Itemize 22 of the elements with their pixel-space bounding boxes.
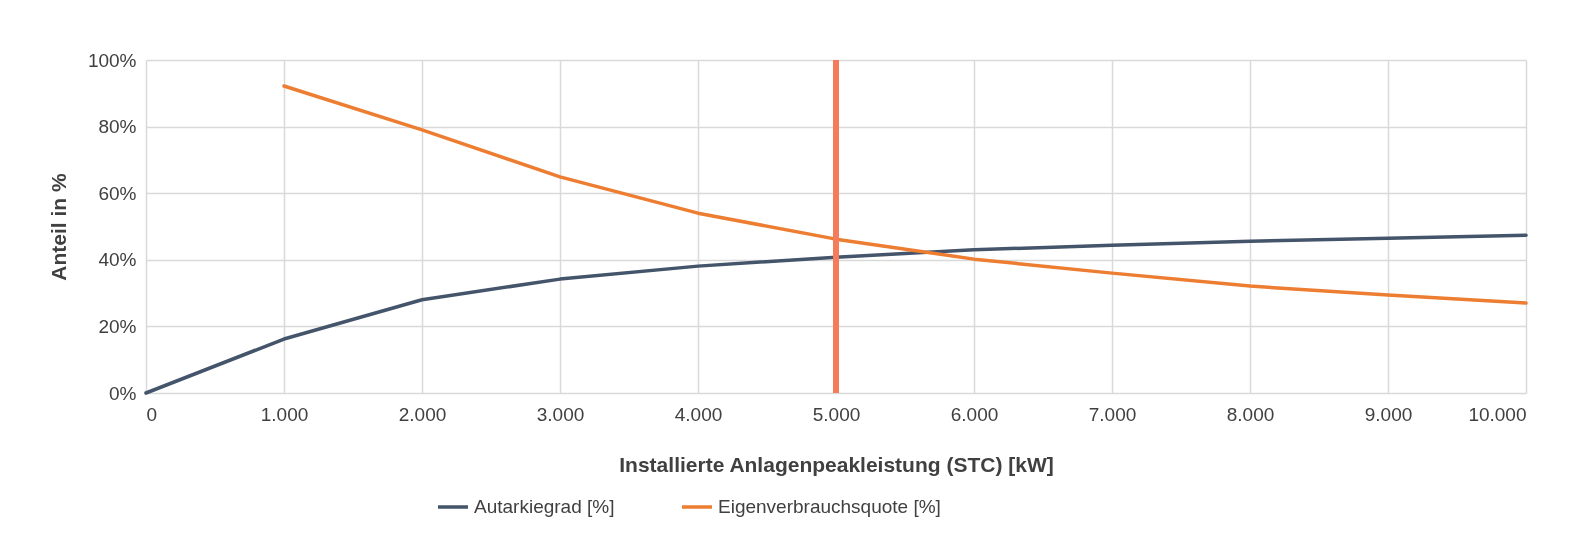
legend-label: Autarkiegrad [%] [474,496,615,517]
x-tick-label: 5.000 [812,403,861,425]
x-tick-label: 1.000 [260,403,309,425]
y-tick-label: 0% [109,382,137,404]
x-tick-label: 6.000 [950,403,999,425]
y-tick-label: 40% [98,249,137,271]
y-tick-label: 100% [87,49,137,71]
x-tick-label: 2.000 [398,403,447,425]
x-tick-label: 4.000 [674,403,723,425]
y-tick-label: 60% [98,182,137,204]
x-tick-label: 8.000 [1226,403,1275,425]
x-tick-label: 10.000 [1468,403,1527,425]
legend-label: Eigenverbrauchsquote [%] [718,496,941,517]
y-tick-label: 20% [98,315,137,337]
line-series [282,84,1528,305]
y-tick-label: 80% [98,116,137,138]
x-tick-label: 7.000 [1088,403,1137,425]
y-axis-title: Anteil in % [46,173,70,281]
x-axis-title: Installierte Anlagenpeakleistung (STC) [kW] [619,452,1054,476]
x-tick-label: 9.000 [1364,403,1413,425]
x-tick-label: 3.000 [536,403,585,425]
x-tick-label: 0 [146,403,158,425]
